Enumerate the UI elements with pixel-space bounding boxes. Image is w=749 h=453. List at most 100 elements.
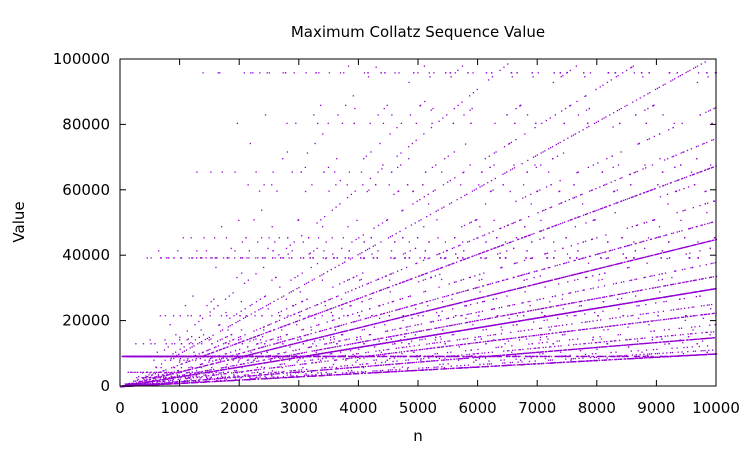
data-point	[314, 142, 316, 145]
data-point	[391, 369, 393, 371]
data-point	[201, 370, 203, 373]
data-point	[310, 371, 313, 373]
data-point	[405, 346, 408, 348]
data-point	[376, 322, 378, 325]
data-point	[206, 375, 208, 377]
data-point	[396, 363, 398, 365]
data-point	[357, 366, 359, 368]
data-point	[314, 304, 316, 307]
data-point	[190, 315, 192, 317]
data-point	[256, 363, 258, 365]
data-point	[183, 374, 186, 376]
data-point	[304, 317, 306, 319]
data-point	[176, 375, 179, 377]
data-point	[281, 371, 284, 373]
data-point	[370, 365, 372, 367]
data-point	[164, 383, 166, 385]
data-point	[357, 356, 360, 358]
data-point	[334, 333, 336, 335]
data-point	[418, 344, 420, 346]
data-point	[371, 253, 373, 255]
data-point	[354, 342, 356, 344]
data-point	[401, 342, 403, 344]
data-point	[168, 373, 171, 376]
data-point	[226, 315, 228, 317]
data-point	[187, 338, 189, 340]
data-point	[293, 72, 295, 74]
data-point	[224, 355, 226, 358]
data-point	[356, 336, 358, 339]
data-point	[210, 257, 212, 259]
data-point	[163, 377, 165, 379]
data-point	[145, 384, 147, 386]
data-point	[240, 301, 242, 303]
data-point	[322, 374, 324, 377]
data-point	[202, 365, 204, 367]
data-point	[146, 381, 148, 383]
data-point	[253, 348, 255, 351]
data-point	[205, 354, 207, 356]
data-point	[359, 253, 361, 255]
data-point	[377, 322, 379, 324]
data-point	[145, 383, 148, 385]
data-point	[386, 287, 388, 289]
data-point	[416, 337, 419, 339]
data-point	[226, 380, 229, 382]
data-point	[385, 353, 387, 355]
data-point	[398, 282, 401, 285]
data-point	[322, 369, 324, 371]
data-point	[164, 380, 166, 382]
data-point	[375, 364, 377, 367]
data-point	[325, 241, 327, 243]
data-point	[231, 324, 233, 326]
data-point	[364, 295, 366, 297]
data-point	[206, 371, 209, 373]
data-point	[361, 296, 363, 298]
data-point	[358, 237, 360, 239]
data-point	[236, 372, 238, 374]
data-point	[247, 359, 250, 361]
data-point	[204, 354, 206, 357]
data-point	[301, 376, 303, 378]
data-point	[370, 281, 372, 283]
data-point	[255, 257, 257, 259]
data-point	[180, 371, 182, 373]
data-point	[272, 329, 275, 331]
data-point	[302, 241, 304, 243]
data-point	[135, 343, 137, 345]
data-point	[186, 359, 188, 361]
data-point	[365, 249, 367, 252]
data-point	[381, 361, 383, 364]
data-point	[283, 340, 286, 342]
data-point	[329, 342, 331, 344]
data-point	[254, 378, 256, 380]
data-point	[317, 349, 319, 351]
data-point	[426, 348, 428, 350]
data-point	[307, 281, 310, 283]
data-point	[391, 301, 393, 303]
data-point	[308, 346, 311, 348]
data-point	[265, 377, 267, 379]
data-point	[390, 341, 392, 343]
data-point	[170, 359, 172, 361]
data-point	[315, 351, 317, 353]
data-point	[267, 372, 270, 374]
data-point	[309, 257, 311, 259]
data-point	[236, 313, 238, 315]
data-point	[370, 237, 372, 239]
data-point	[315, 331, 317, 334]
data-point	[188, 257, 190, 259]
data-point	[340, 331, 342, 333]
data-point	[211, 257, 213, 259]
data-point	[427, 203, 430, 205]
data-point	[283, 359, 285, 361]
data-point	[195, 380, 197, 383]
data-point	[219, 377, 222, 380]
data-point	[391, 114, 393, 116]
data-point	[388, 341, 390, 344]
data-point	[211, 366, 213, 369]
data-point	[264, 295, 267, 297]
data-point	[220, 315, 223, 317]
data-point	[216, 257, 218, 259]
data-point	[385, 219, 388, 222]
